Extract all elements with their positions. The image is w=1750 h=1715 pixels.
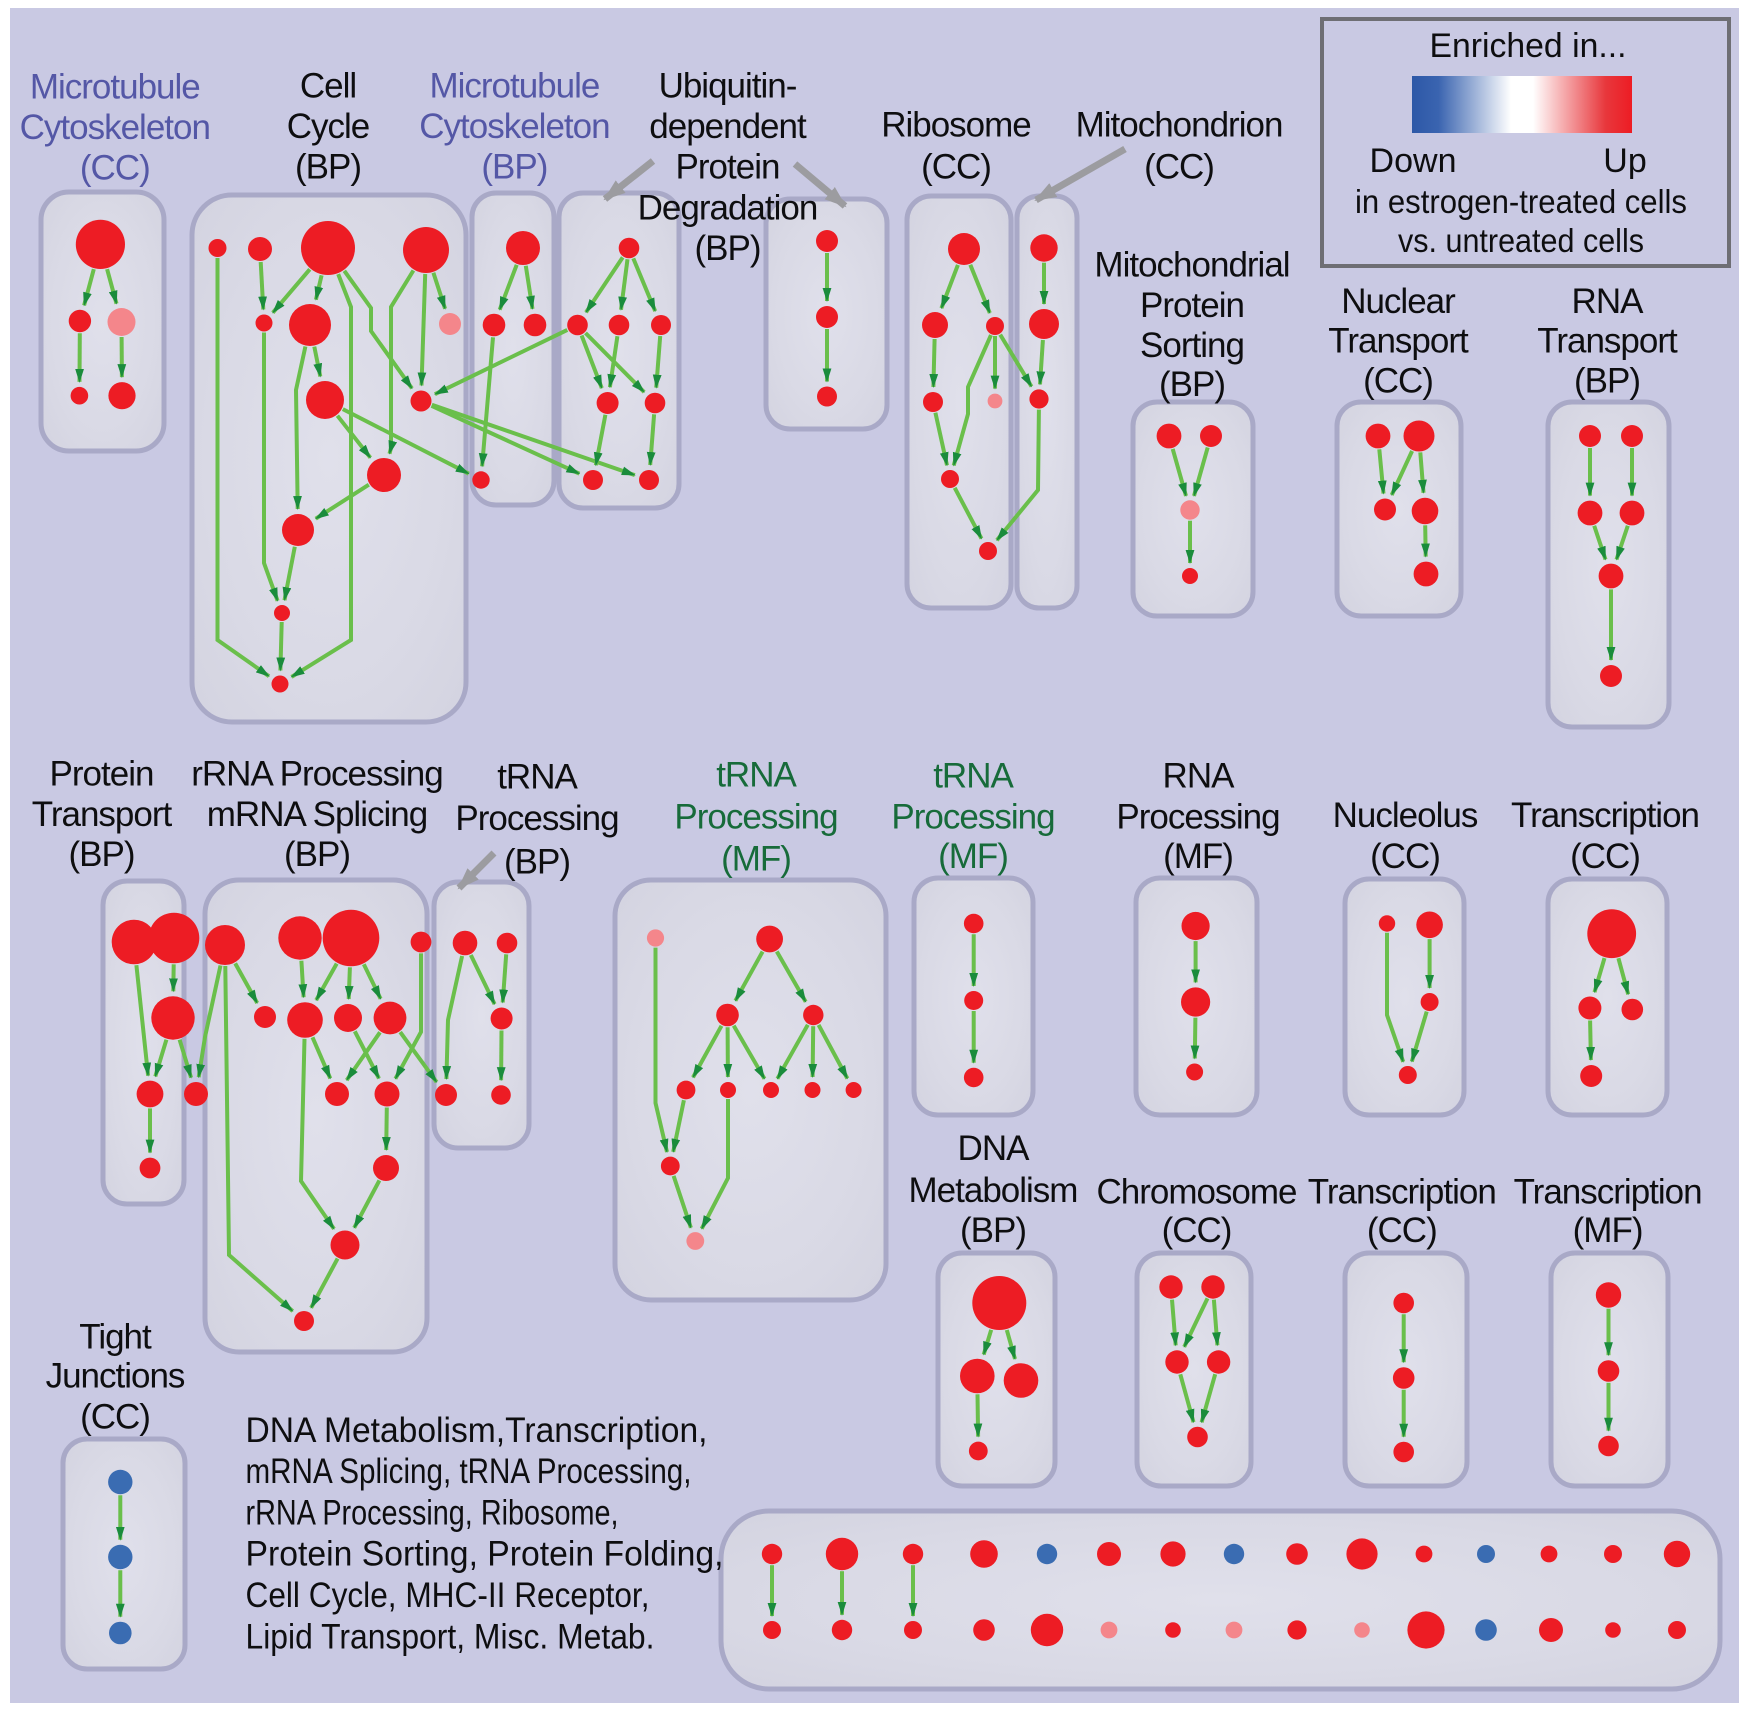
svg-text:Protein: Protein	[50, 755, 154, 794]
svg-text:Cycle: Cycle	[287, 107, 370, 146]
svg-text:(CC): (CC)	[1162, 1211, 1232, 1250]
svg-text:(CC): (CC)	[80, 1398, 150, 1437]
svg-text:Processing: Processing	[1116, 798, 1279, 837]
svg-text:rRNA Processing: rRNA Processing	[191, 755, 442, 794]
svg-text:Mitochondrial: Mitochondrial	[1094, 246, 1289, 285]
svg-text:tRNA: tRNA	[716, 756, 797, 795]
svg-text:rRNA Processing, Ribosome,: rRNA Processing, Ribosome,	[246, 1493, 619, 1532]
svg-text:Ubiquitin-: Ubiquitin-	[659, 67, 797, 106]
svg-text:Processing: Processing	[891, 798, 1054, 837]
svg-text:Junctions: Junctions	[46, 1357, 185, 1396]
svg-text:(MF): (MF)	[938, 837, 1008, 876]
svg-text:mRNA Splicing: mRNA Splicing	[207, 795, 427, 834]
svg-text:Cell Cycle, MHC-II Receptor,: Cell Cycle, MHC-II Receptor,	[246, 1576, 650, 1615]
svg-text:Protein: Protein	[1140, 286, 1244, 325]
svg-text:(BP): (BP)	[69, 835, 135, 874]
svg-text:(CC): (CC)	[1570, 837, 1640, 876]
svg-text:(BP): (BP)	[695, 229, 761, 268]
svg-text:RNA: RNA	[1163, 756, 1236, 795]
svg-text:Protein Sorting, Protein Foldi: Protein Sorting, Protein Folding,	[246, 1535, 724, 1574]
svg-text:Down: Down	[1370, 142, 1457, 180]
svg-text:Processing: Processing	[674, 798, 837, 837]
svg-text:dependent: dependent	[649, 107, 807, 146]
svg-text:(CC): (CC)	[921, 148, 991, 187]
svg-text:(BP): (BP)	[481, 148, 547, 187]
svg-text:Processing: Processing	[455, 799, 618, 838]
svg-text:Transcription: Transcription	[1511, 796, 1699, 835]
svg-text:Cell: Cell	[300, 67, 356, 106]
svg-text:Microtubule: Microtubule	[30, 67, 200, 106]
svg-text:Degradation: Degradation	[638, 188, 818, 227]
svg-text:RNA: RNA	[1572, 282, 1645, 321]
svg-text:Sorting: Sorting	[1140, 326, 1244, 365]
svg-text:Cytoskeleton: Cytoskeleton	[20, 108, 210, 147]
svg-text:mRNA Splicing, tRNA Processing: mRNA Splicing, tRNA Processing,	[246, 1452, 692, 1491]
svg-text:(MF): (MF)	[721, 840, 791, 879]
svg-text:(BP): (BP)	[504, 842, 570, 881]
svg-text:Up: Up	[1603, 142, 1646, 180]
svg-text:(BP): (BP)	[960, 1211, 1026, 1250]
svg-text:Protein: Protein	[676, 148, 780, 187]
svg-text:(MF): (MF)	[1573, 1211, 1643, 1250]
svg-text:Microtubule: Microtubule	[429, 67, 599, 106]
svg-text:Metabolism: Metabolism	[909, 1171, 1078, 1210]
svg-text:Cytoskeleton: Cytoskeleton	[419, 107, 609, 146]
svg-text:DNA Metabolism,Transcription,: DNA Metabolism,Transcription,	[246, 1411, 708, 1450]
svg-text:Ribosome: Ribosome	[881, 106, 1031, 145]
svg-text:Chromosome: Chromosome	[1096, 1173, 1296, 1212]
svg-text:in estrogen-treated cells: in estrogen-treated cells	[1355, 183, 1687, 220]
svg-text:DNA: DNA	[958, 1129, 1031, 1168]
svg-text:Mitochondrion: Mitochondrion	[1076, 106, 1283, 145]
svg-text:(MF): (MF)	[1163, 837, 1233, 876]
svg-text:(BP): (BP)	[1574, 362, 1640, 401]
svg-text:Enriched in...: Enriched in...	[1430, 27, 1627, 65]
svg-text:tRNA: tRNA	[933, 756, 1014, 795]
svg-text:(BP): (BP)	[295, 148, 361, 187]
svg-text:(CC): (CC)	[1370, 837, 1440, 876]
svg-text:Transport: Transport	[1537, 322, 1678, 361]
svg-text:(BP): (BP)	[284, 835, 350, 874]
svg-text:tRNA: tRNA	[497, 758, 578, 797]
svg-text:Transport: Transport	[32, 795, 173, 834]
svg-text:(CC): (CC)	[1144, 148, 1214, 187]
svg-text:Transcription: Transcription	[1514, 1173, 1702, 1212]
svg-text:(CC): (CC)	[1367, 1211, 1437, 1250]
svg-text:Transport: Transport	[1328, 322, 1469, 361]
svg-text:Nuclear: Nuclear	[1341, 282, 1456, 321]
svg-text:Nucleolus: Nucleolus	[1333, 796, 1478, 835]
svg-text:(CC): (CC)	[1363, 362, 1433, 401]
svg-text:(BP): (BP)	[1159, 365, 1225, 404]
svg-text:vs. untreated cells: vs. untreated cells	[1398, 222, 1644, 259]
svg-text:Lipid Transport, Misc. Metab.: Lipid Transport, Misc. Metab.	[246, 1617, 655, 1656]
svg-text:Transcription: Transcription	[1308, 1173, 1496, 1212]
svg-text:(CC): (CC)	[80, 148, 150, 187]
svg-text:Tight: Tight	[79, 1317, 152, 1356]
